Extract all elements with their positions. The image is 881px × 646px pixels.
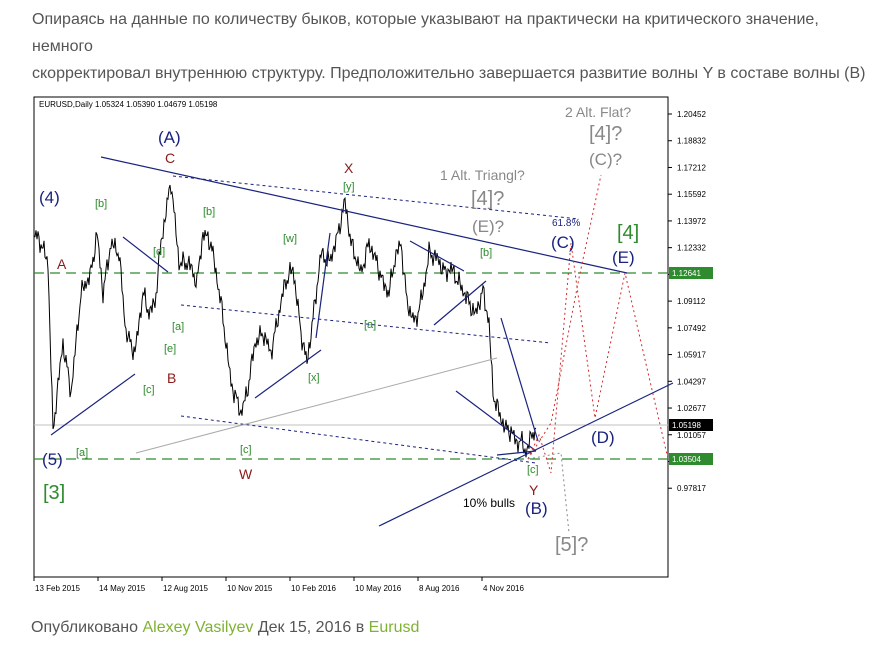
time-tick-label: 13 Feb 2015 [35,584,80,593]
svg-text:[a]: [a] [364,319,376,331]
label-Y-red: Y [529,482,539,498]
price-tick-label: 0.97817 [677,484,706,493]
chart-svg: 1.204521.188321.172121.155921.139721.123… [31,93,675,582]
price-tick-label: 1.18832 [677,137,706,146]
svg-text:[c]: [c] [143,384,155,396]
svg-text:[a]: [a] [172,321,184,333]
label-X-red: X [344,160,354,176]
svg-text:[a]: [a] [76,447,88,459]
time-tick-label: 10 Feb 2016 [291,584,336,593]
label-C-blue: (C) [551,233,575,252]
svg-text:[d]: [d] [153,246,165,258]
published-prefix: Опубликовано [31,619,138,636]
time-tick-label: 12 Aug 2015 [163,584,208,593]
label-w4-green: [4] [617,222,639,244]
label-alt-tri-w4: [4]? [471,188,504,210]
category-link[interactable]: Eurusd [369,619,420,636]
svg-text:[b]: [b] [203,206,215,218]
label-B-red: B [167,370,176,386]
price-tag-resistance: 1.12641 [669,267,713,279]
price-tick-label: 1.07492 [677,324,706,333]
svg-text:[e]: [e] [164,343,176,355]
price-tick-label: 1.09112 [677,297,706,306]
svg-text:1.03504: 1.03504 [672,455,701,464]
price-tick-label: 1.20452 [677,110,706,119]
author-link[interactable]: Alexey Vasilyev [143,619,254,636]
price-tag-current: 1.05198 [669,419,713,431]
label-A-red: A [57,256,67,272]
svg-text:[c]: [c] [240,444,252,456]
time-tick-label: 4 Nov 2016 [483,584,524,593]
post-meta: Опубликовано Alexey Vasilyev Дек 15, 201… [31,619,419,637]
price-tick-label: 1.01057 [677,431,706,440]
label-D-blue: (D) [591,428,615,447]
label-B-blue: (B) [525,499,548,518]
label-w4-main: (4) [39,188,60,207]
price-tick-label: 1.17212 [677,163,706,172]
label-alt-triangle: 1 Alt. Triangl? [440,167,525,183]
svg-text:[b]: [b] [95,198,107,210]
label-alt-flat-w4: [4]? [589,123,622,145]
label-A-top: (A) [158,128,181,147]
price-tick-label: 1.04297 [677,377,706,386]
label-alt-tri-e: (E)? [472,217,504,236]
publish-date: Дек 15, 2016 в [258,619,364,636]
label-alt-flat: 2 Alt. Flat? [565,104,631,120]
intro-line-1: Опираясь на данные по количеству быков, … [32,6,872,60]
chart-header: EURUSD,Daily 1.05324 1.05390 1.04679 1.0… [39,100,218,109]
label-bulls: 10% bulls [463,496,515,510]
price-tick-label: 1.02677 [677,404,706,413]
svg-text:[w]: [w] [283,233,297,245]
label-C-red: C [165,150,175,166]
time-tick-label: 14 May 2015 [99,584,146,593]
time-tick-label: 10 Nov 2015 [227,584,273,593]
eurusd-chart: 1.20452 1.18832 1.17212 1.15592 1.13972 1.123… [31,93,675,582]
label-w3-big: [3] [43,482,65,504]
label-alt-flat-c: (C)? [589,150,622,169]
label-w5-main: (5) [42,450,63,469]
price-tick-label: 1.12332 [677,244,706,253]
price-tick-label: 1.15592 [677,190,706,199]
label-E-blue: (E) [612,248,635,267]
price-tick-label: 1.13972 [677,217,706,226]
svg-text:[b]: [b] [480,247,492,259]
time-tick-label: 8 Aug 2016 [419,584,460,593]
svg-text:[x]: [x] [308,372,320,384]
svg-text:[y]: [y] [343,181,355,193]
price-tick-label: 1.05917 [677,351,706,360]
price-tag-support: 1.03504 [669,453,713,465]
label-W-red: W [239,466,253,482]
svg-text:[c]: [c] [527,464,539,476]
label-w5-question: [5]? [555,534,588,556]
label-fib-618: 61.8% [552,218,580,229]
svg-text:1.12641: 1.12641 [672,269,701,278]
intro-line-2: скорректировал внутреннюю структуру. Пре… [32,60,872,87]
svg-text:1.05198: 1.05198 [672,421,701,430]
time-tick-label: 10 May 2016 [355,584,402,593]
